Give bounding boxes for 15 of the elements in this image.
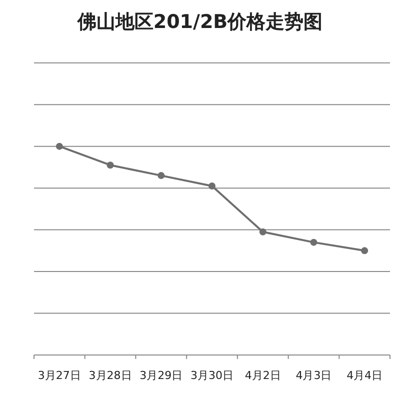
point [158, 172, 165, 180]
x-tick-label: 4月4日 [346, 369, 383, 382]
x-tick-label: 4月3日 [296, 369, 332, 382]
point [56, 142, 63, 150]
x-tick-label: 3月29日 [140, 369, 183, 382]
point [208, 182, 216, 190]
x-tick-label: 3月28日 [88, 369, 132, 382]
x-tick-label: 3月30日 [190, 369, 234, 382]
x-tick-label: 4月2日 [244, 369, 281, 382]
point [310, 238, 318, 246]
point [106, 162, 114, 169]
point [259, 228, 266, 236]
x-tick-label: 3月27日 [38, 369, 81, 382]
chart-title: 佛山地区201/2B价格走势图 [76, 11, 323, 33]
point [361, 247, 368, 254]
